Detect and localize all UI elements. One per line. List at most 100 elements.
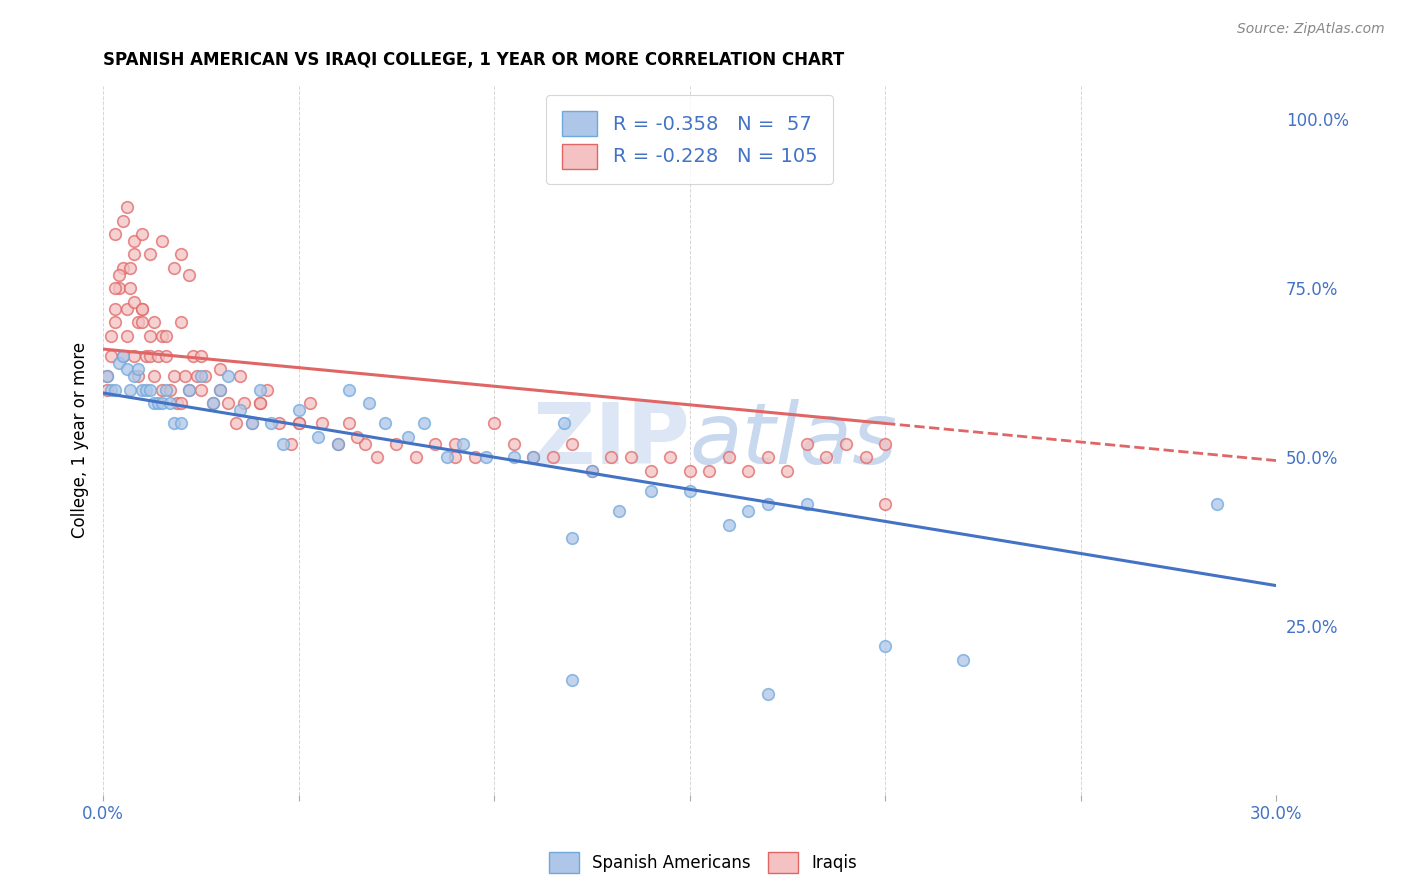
Point <box>835 436 858 450</box>
Point <box>111 213 134 227</box>
Point <box>120 383 142 397</box>
Point <box>100 328 122 343</box>
Point <box>115 328 138 343</box>
Point <box>139 247 162 261</box>
Point <box>135 349 157 363</box>
Point <box>174 369 197 384</box>
Point <box>131 227 153 242</box>
Point <box>475 450 498 465</box>
Point <box>104 301 127 316</box>
Point <box>522 450 544 465</box>
Point <box>139 328 162 343</box>
Point <box>600 450 623 465</box>
Point <box>697 464 720 478</box>
Point <box>127 315 149 329</box>
Point <box>287 417 309 431</box>
Text: Source: ZipAtlas.com: Source: ZipAtlas.com <box>1237 22 1385 37</box>
Point <box>287 417 309 431</box>
Point <box>311 417 333 431</box>
Point <box>179 268 201 282</box>
Point <box>111 349 134 363</box>
Point <box>150 396 173 410</box>
Point <box>444 450 467 465</box>
Point <box>287 403 309 417</box>
Point <box>104 227 127 242</box>
Point <box>339 383 361 397</box>
Point <box>143 369 166 384</box>
Point <box>127 369 149 384</box>
Point <box>131 301 153 316</box>
Point <box>155 383 177 397</box>
Legend: Spanish Americans, Iraqis: Spanish Americans, Iraqis <box>543 846 863 880</box>
Point <box>139 383 162 397</box>
Point <box>522 450 544 465</box>
Point <box>96 369 118 384</box>
Point <box>952 653 974 667</box>
Point <box>150 234 173 248</box>
Point <box>162 417 184 431</box>
Point <box>659 450 682 465</box>
Point <box>107 268 129 282</box>
Point <box>131 383 153 397</box>
Point <box>120 260 142 275</box>
Point <box>124 294 146 309</box>
Point <box>776 464 799 478</box>
Point <box>131 301 153 316</box>
Point <box>756 498 779 512</box>
Point <box>115 362 138 376</box>
Point <box>553 417 575 431</box>
Point <box>875 436 897 450</box>
Point <box>796 436 818 450</box>
Point <box>229 369 252 384</box>
Point <box>186 369 208 384</box>
Point <box>170 417 193 431</box>
Point <box>179 383 201 397</box>
Point <box>249 383 271 397</box>
Point <box>280 436 302 450</box>
Point <box>436 450 458 465</box>
Point <box>111 260 134 275</box>
Point <box>201 396 224 410</box>
Point <box>339 417 361 431</box>
Point <box>541 450 564 465</box>
Point <box>104 281 127 295</box>
Point <box>354 436 377 450</box>
Point <box>581 464 603 478</box>
Point <box>249 396 271 410</box>
Point <box>260 417 283 431</box>
Point <box>217 396 239 410</box>
Point <box>425 436 447 450</box>
Point <box>464 450 486 465</box>
Point <box>326 436 349 450</box>
Point <box>717 517 740 532</box>
Point <box>561 673 583 688</box>
Point <box>162 369 184 384</box>
Point <box>100 383 122 397</box>
Point <box>678 483 700 498</box>
Text: atlas: atlas <box>689 399 897 482</box>
Point <box>201 396 224 410</box>
Point <box>307 430 329 444</box>
Point <box>482 417 505 431</box>
Point <box>107 281 129 295</box>
Point <box>561 436 583 450</box>
Point <box>127 362 149 376</box>
Point <box>815 450 838 465</box>
Point <box>170 247 193 261</box>
Point <box>240 417 263 431</box>
Point <box>405 450 427 465</box>
Point <box>620 450 643 465</box>
Point <box>150 328 173 343</box>
Legend: R = -0.358   N =  57, R = -0.228   N = 105: R = -0.358 N = 57, R = -0.228 N = 105 <box>547 95 832 184</box>
Point <box>374 417 396 431</box>
Point <box>143 396 166 410</box>
Point <box>232 396 254 410</box>
Point <box>194 369 217 384</box>
Point <box>190 383 212 397</box>
Point <box>111 349 134 363</box>
Point <box>326 436 349 450</box>
Point <box>796 498 818 512</box>
Point <box>181 349 204 363</box>
Point <box>135 383 157 397</box>
Point <box>240 417 263 431</box>
